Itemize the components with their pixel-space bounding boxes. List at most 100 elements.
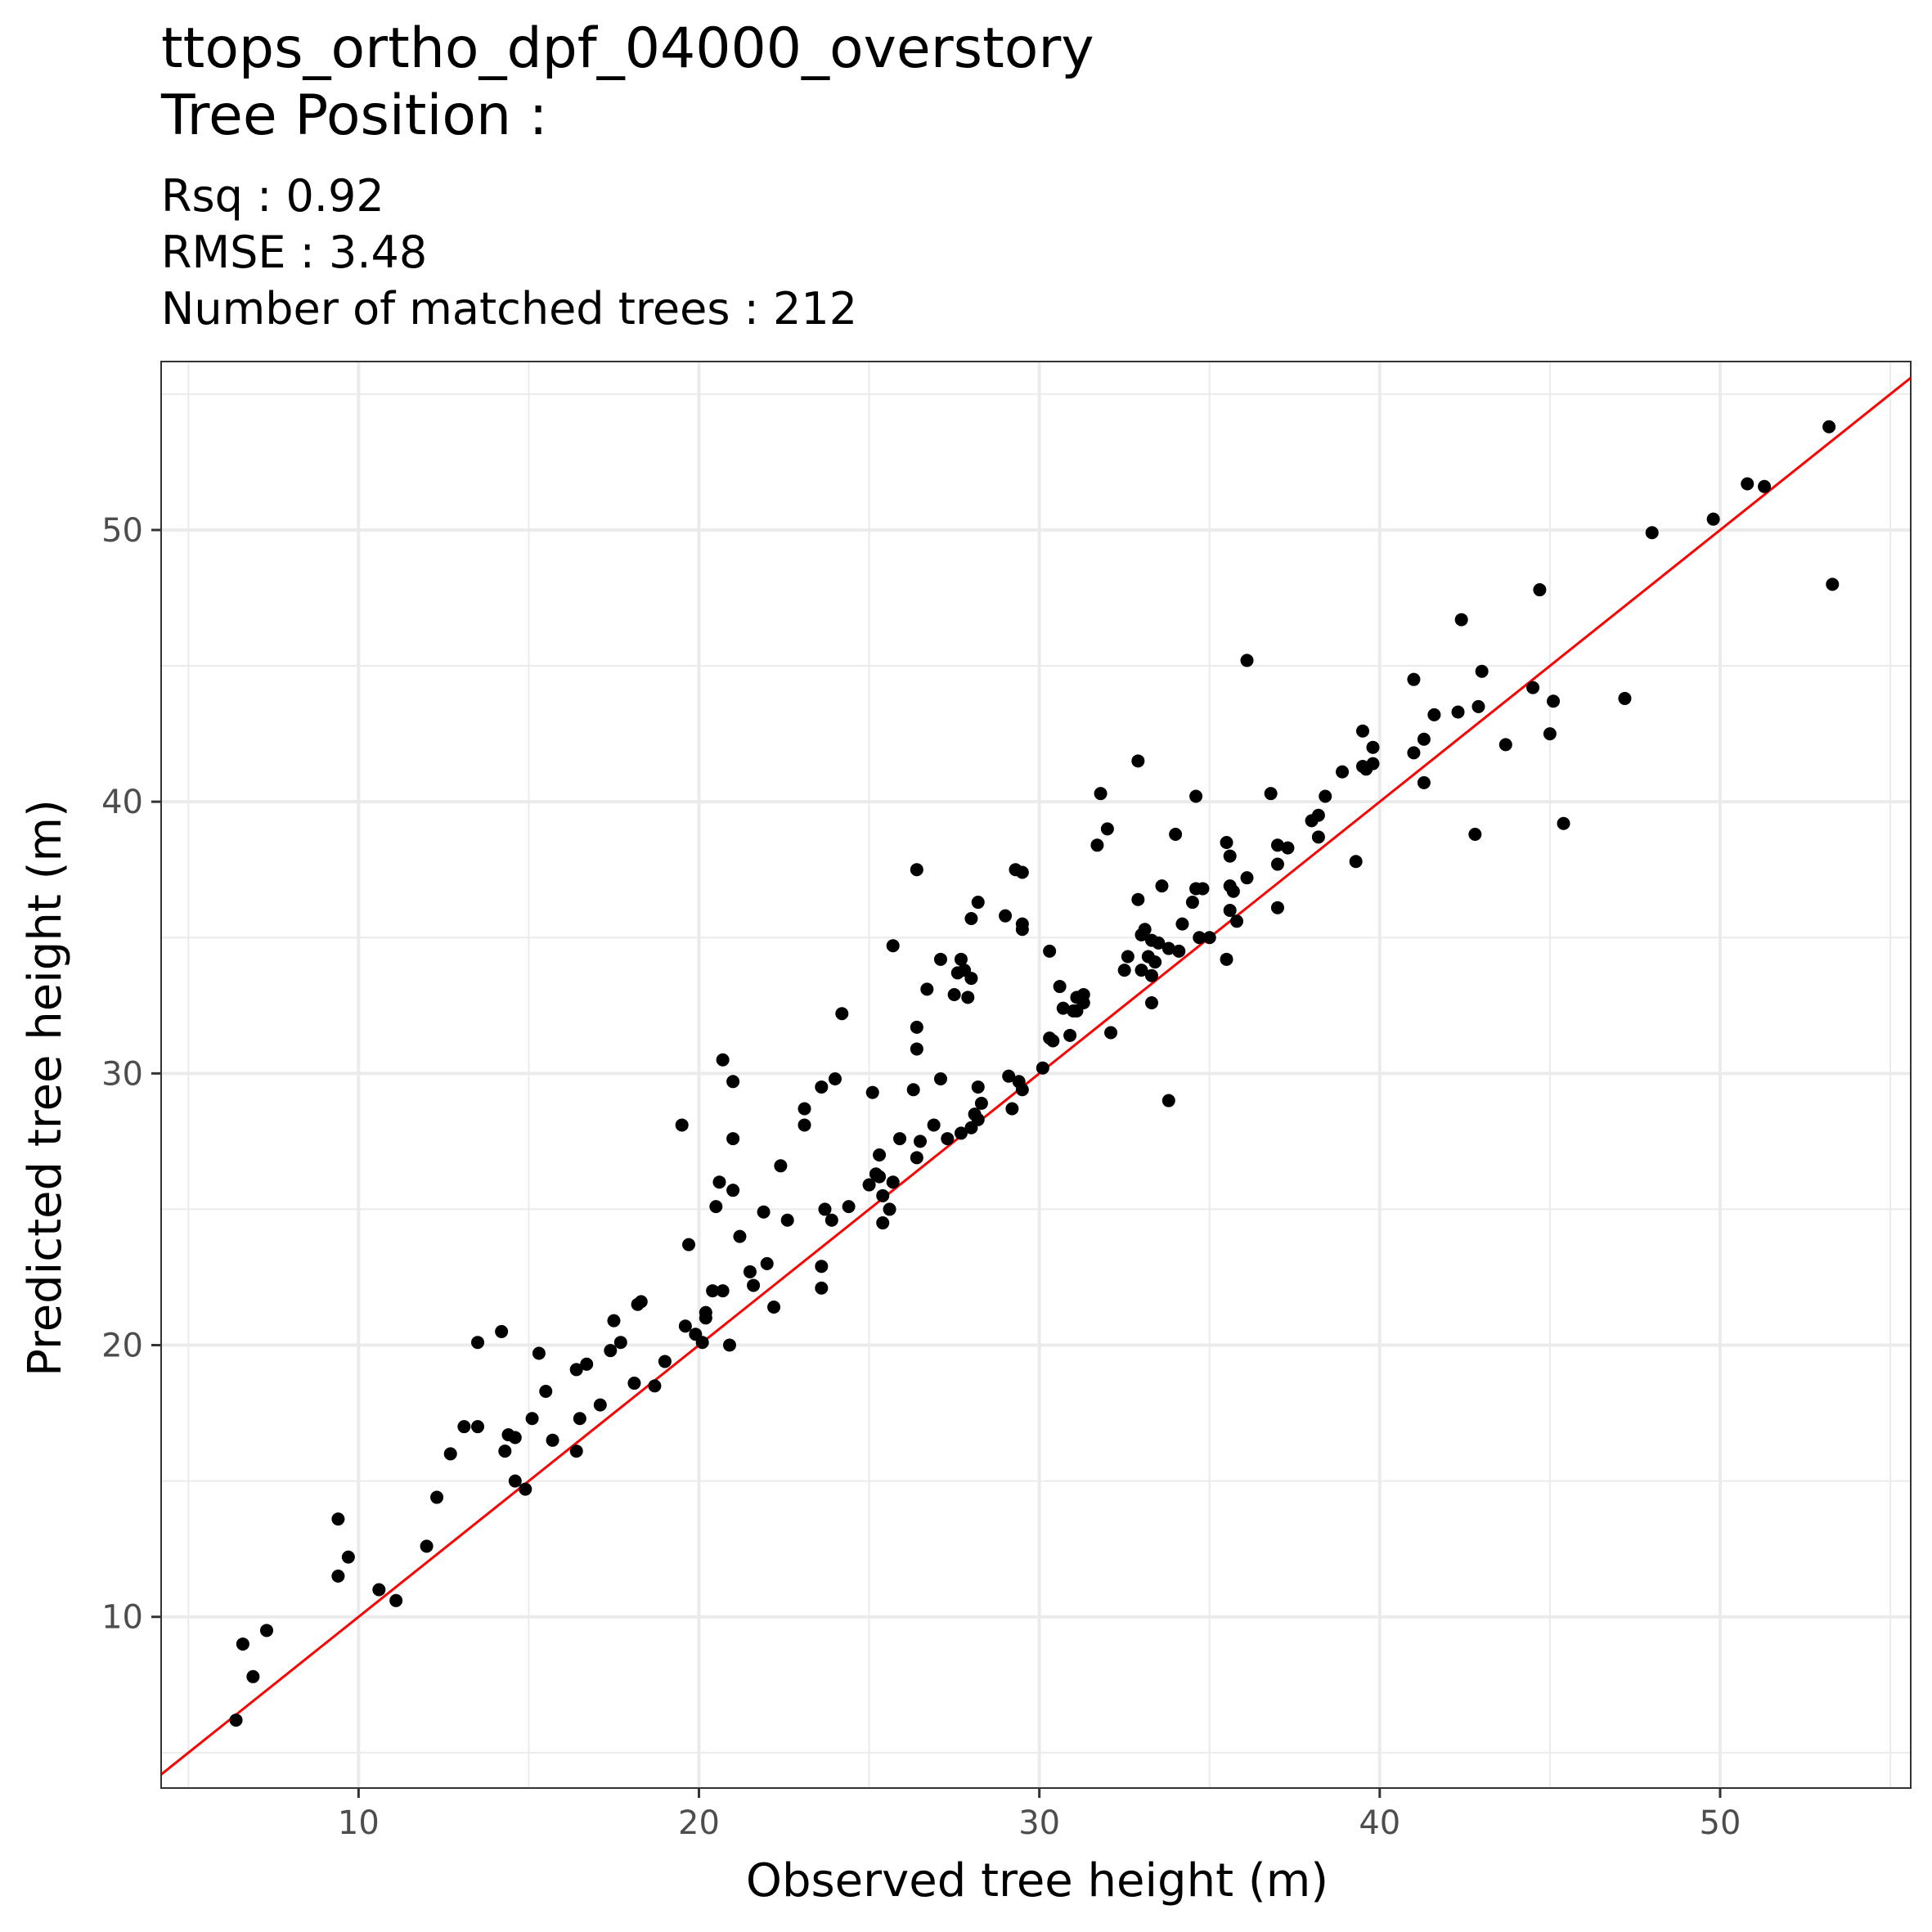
data-point bbox=[1152, 936, 1166, 950]
major-gridlines bbox=[161, 362, 1911, 1788]
data-point bbox=[1543, 727, 1557, 741]
data-point bbox=[443, 1447, 457, 1461]
data-point bbox=[1526, 681, 1540, 694]
data-point bbox=[1270, 901, 1284, 914]
data-point bbox=[1417, 732, 1431, 746]
data-point bbox=[1053, 980, 1067, 994]
data-point bbox=[471, 1336, 485, 1350]
data-point bbox=[722, 1338, 736, 1352]
y-tick-label: 50 bbox=[101, 512, 143, 550]
data-point bbox=[1533, 583, 1547, 597]
data-point bbox=[1741, 477, 1755, 491]
data-point bbox=[1407, 746, 1421, 760]
data-point bbox=[760, 1256, 774, 1270]
data-point bbox=[920, 982, 934, 996]
x-tick-label: 50 bbox=[1700, 1804, 1741, 1842]
data-point bbox=[1311, 830, 1325, 844]
data-point bbox=[1134, 964, 1148, 977]
chart-title-line-2: Tree Position : bbox=[160, 83, 548, 148]
data-point bbox=[648, 1379, 662, 1393]
data-point bbox=[508, 1431, 522, 1445]
data-point bbox=[798, 1102, 811, 1116]
data-point bbox=[815, 1260, 829, 1274]
data-point bbox=[260, 1624, 274, 1638]
data-point bbox=[835, 1007, 849, 1021]
data-point bbox=[569, 1363, 583, 1377]
data-point bbox=[546, 1433, 559, 1447]
data-point bbox=[1202, 931, 1216, 945]
data-point bbox=[1407, 672, 1421, 686]
data-point bbox=[873, 1148, 887, 1161]
data-point bbox=[675, 1118, 689, 1132]
data-point bbox=[1240, 871, 1254, 885]
data-point bbox=[1185, 896, 1199, 910]
data-point bbox=[716, 1053, 730, 1067]
data-point bbox=[774, 1159, 788, 1173]
data-point bbox=[716, 1284, 730, 1298]
data-point bbox=[818, 1202, 832, 1216]
data-point bbox=[910, 1151, 923, 1165]
data-point bbox=[1498, 738, 1512, 752]
data-point bbox=[1220, 835, 1233, 849]
data-point bbox=[331, 1569, 345, 1583]
data-point bbox=[1138, 923, 1152, 937]
x-tick-label: 10 bbox=[338, 1804, 380, 1842]
data-point bbox=[971, 896, 985, 910]
data-point bbox=[678, 1319, 692, 1333]
data-point bbox=[815, 1080, 829, 1094]
data-point bbox=[910, 1020, 923, 1034]
data-point bbox=[780, 1213, 794, 1227]
data-point bbox=[1161, 1094, 1175, 1108]
data-point bbox=[1557, 816, 1570, 830]
data-point bbox=[906, 1083, 920, 1097]
data-point bbox=[726, 1075, 740, 1089]
data-point bbox=[886, 939, 900, 953]
data-point bbox=[1155, 879, 1169, 893]
data-point bbox=[634, 1295, 648, 1309]
data-point bbox=[842, 1200, 856, 1214]
data-point bbox=[1189, 789, 1203, 803]
data-point bbox=[828, 1072, 842, 1085]
data-point bbox=[1336, 765, 1350, 779]
data-point bbox=[1366, 740, 1380, 754]
data-point bbox=[1826, 577, 1840, 591]
data-point bbox=[893, 1132, 907, 1146]
data-point bbox=[1270, 838, 1284, 852]
data-point bbox=[999, 909, 1013, 923]
data-point bbox=[1161, 941, 1175, 955]
y-axis-title: Predicted tree height (m) bbox=[19, 799, 72, 1377]
data-point bbox=[876, 1216, 890, 1230]
data-point bbox=[862, 1178, 876, 1192]
data-point bbox=[1056, 1001, 1070, 1015]
data-point bbox=[1169, 828, 1183, 842]
data-point bbox=[1281, 841, 1295, 855]
data-point bbox=[1148, 955, 1162, 969]
data-point bbox=[743, 1265, 757, 1278]
data-point bbox=[1131, 892, 1145, 906]
data-point bbox=[519, 1482, 532, 1496]
data-point bbox=[532, 1346, 546, 1360]
data-point bbox=[569, 1445, 583, 1458]
data-point bbox=[1036, 1061, 1049, 1075]
data-point bbox=[1264, 787, 1278, 801]
data-point bbox=[910, 863, 923, 877]
data-point bbox=[498, 1445, 512, 1458]
data-point bbox=[580, 1357, 594, 1371]
data-point bbox=[389, 1593, 403, 1607]
data-point bbox=[1196, 882, 1210, 896]
data-point bbox=[933, 952, 947, 966]
data-point bbox=[1471, 699, 1485, 713]
data-point bbox=[726, 1184, 740, 1197]
y-tick-label: 10 bbox=[101, 1599, 143, 1637]
data-point bbox=[1319, 789, 1332, 803]
data-point bbox=[941, 1132, 955, 1146]
data-point bbox=[1475, 664, 1489, 678]
data-point bbox=[607, 1314, 621, 1328]
plot-panel-border bbox=[160, 361, 1912, 1789]
data-point bbox=[1618, 691, 1632, 705]
data-point bbox=[971, 1080, 985, 1094]
data-point bbox=[1454, 613, 1468, 627]
x-tick-label: 20 bbox=[678, 1804, 720, 1842]
data-point bbox=[682, 1238, 696, 1251]
data-point bbox=[815, 1281, 829, 1295]
